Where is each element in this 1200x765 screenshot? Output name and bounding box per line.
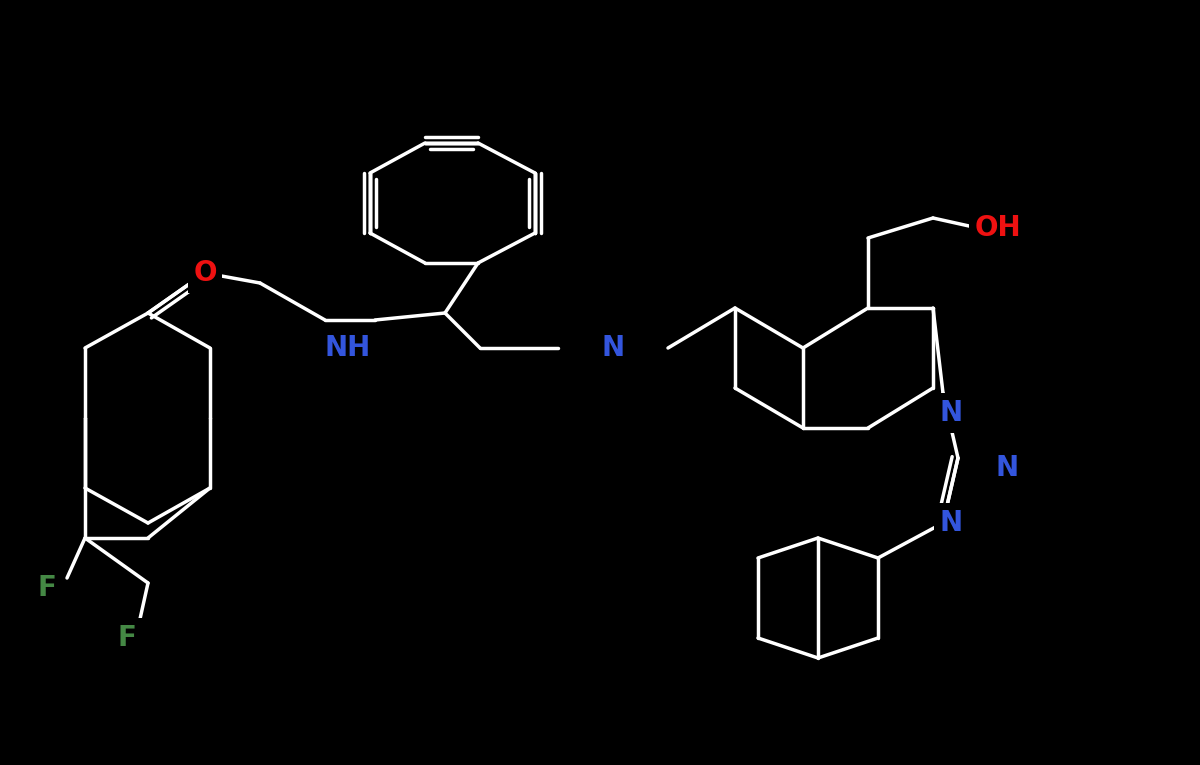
Text: O: O bbox=[193, 259, 217, 287]
Text: NH: NH bbox=[325, 334, 371, 362]
Text: N: N bbox=[601, 334, 624, 362]
Text: F: F bbox=[37, 574, 56, 602]
Text: N: N bbox=[940, 399, 962, 427]
Text: NH: NH bbox=[325, 334, 371, 362]
Text: F: F bbox=[118, 624, 137, 652]
Text: N: N bbox=[601, 334, 624, 362]
Text: F: F bbox=[118, 624, 137, 652]
Text: O: O bbox=[193, 259, 217, 287]
Text: F: F bbox=[37, 574, 56, 602]
Text: N: N bbox=[996, 454, 1019, 482]
Text: N: N bbox=[940, 509, 962, 537]
Text: N: N bbox=[940, 399, 962, 427]
Text: N: N bbox=[996, 454, 1019, 482]
Text: OH: OH bbox=[974, 214, 1021, 242]
Text: OH: OH bbox=[974, 214, 1021, 242]
Text: N: N bbox=[940, 509, 962, 537]
